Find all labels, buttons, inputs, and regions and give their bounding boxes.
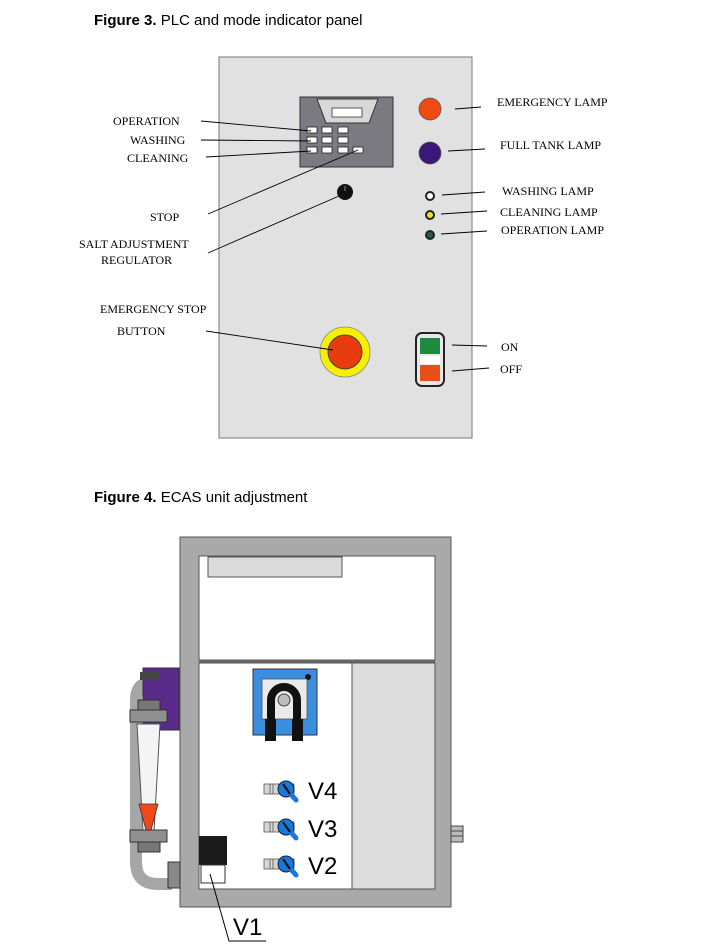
external-flowmeter	[129, 667, 181, 890]
peristaltic-pump[interactable]	[252, 668, 318, 741]
label-on: ON	[501, 340, 519, 354]
label-operation-lamp: OPERATION LAMP	[501, 223, 604, 237]
off-button[interactable]	[420, 365, 440, 381]
figure3-diagram: OPERATION WASHING CLEANING STOP SALT ADJ…	[79, 56, 608, 439]
label-off: OFF	[500, 362, 522, 376]
label-washing-lamp: WASHING LAMP	[502, 184, 594, 198]
valve-v3[interactable]	[263, 818, 299, 841]
key-cleaning[interactable]	[306, 146, 318, 154]
valve-v4[interactable]	[263, 780, 299, 803]
label-salt-line1: SALT ADJUSTMENT	[79, 237, 189, 251]
label-operation: OPERATION	[113, 114, 180, 128]
pump-indicator-dot	[305, 674, 311, 680]
valve-label-v3: V3	[308, 816, 337, 843]
operation-lamp	[425, 230, 435, 240]
label-emergency-lamp: EMERGENCY LAMP	[497, 95, 608, 109]
washing-lamp	[425, 191, 435, 201]
label-washing: WASHING	[130, 133, 186, 147]
on-button[interactable]	[420, 338, 440, 354]
side-connector	[450, 825, 464, 843]
valve-label-v4: V4	[308, 778, 337, 805]
upper-tray	[207, 556, 343, 578]
figure3-caption: Figure 3. PLC and mode indicator panel	[94, 12, 362, 29]
full-tank-lamp	[418, 141, 442, 165]
figure3-leader-lines	[200, 106, 490, 372]
emergency-stop-button[interactable]	[319, 326, 371, 378]
label-salt-line2: REGULATOR	[101, 253, 172, 267]
valve-label-v1: V1	[233, 914, 262, 941]
valve-label-v2: V2	[308, 853, 337, 880]
side-compartment	[351, 662, 436, 890]
label-cleaning-lamp: CLEANING LAMP	[500, 205, 598, 219]
v1-leader-line	[209, 873, 266, 942]
label-cleaning: CLEANING	[127, 151, 189, 165]
plc-screen	[331, 107, 363, 118]
solenoid-valve-v1[interactable]	[199, 836, 227, 884]
emergency-lamp	[418, 97, 442, 121]
label-full-tank-lamp: FULL TANK LAMP	[500, 138, 601, 152]
cleaning-lamp	[425, 210, 435, 220]
salt-adjustment-knob[interactable]	[337, 184, 353, 200]
label-estop-line1: EMERGENCY STOP	[100, 302, 207, 316]
key-washing[interactable]	[306, 136, 318, 144]
valve-v2[interactable]	[263, 855, 299, 878]
figure4-diagram: V4 V3 V2 V1	[129, 536, 464, 942]
figure3-title: PLC and mode indicator panel	[160, 12, 363, 29]
figure4-caption: Figure 4. ECAS unit adjustment	[94, 489, 307, 506]
figure4-title: ECAS unit adjustment	[160, 489, 308, 506]
plc-unit	[299, 96, 394, 168]
on-off-switch[interactable]	[415, 332, 445, 387]
label-stop: STOP	[150, 210, 179, 224]
label-estop-line2: BUTTON	[117, 324, 166, 338]
key-operation[interactable]	[306, 126, 318, 134]
figure4-number: Figure 4.	[94, 489, 157, 506]
figure3-number: Figure 3.	[94, 12, 157, 29]
